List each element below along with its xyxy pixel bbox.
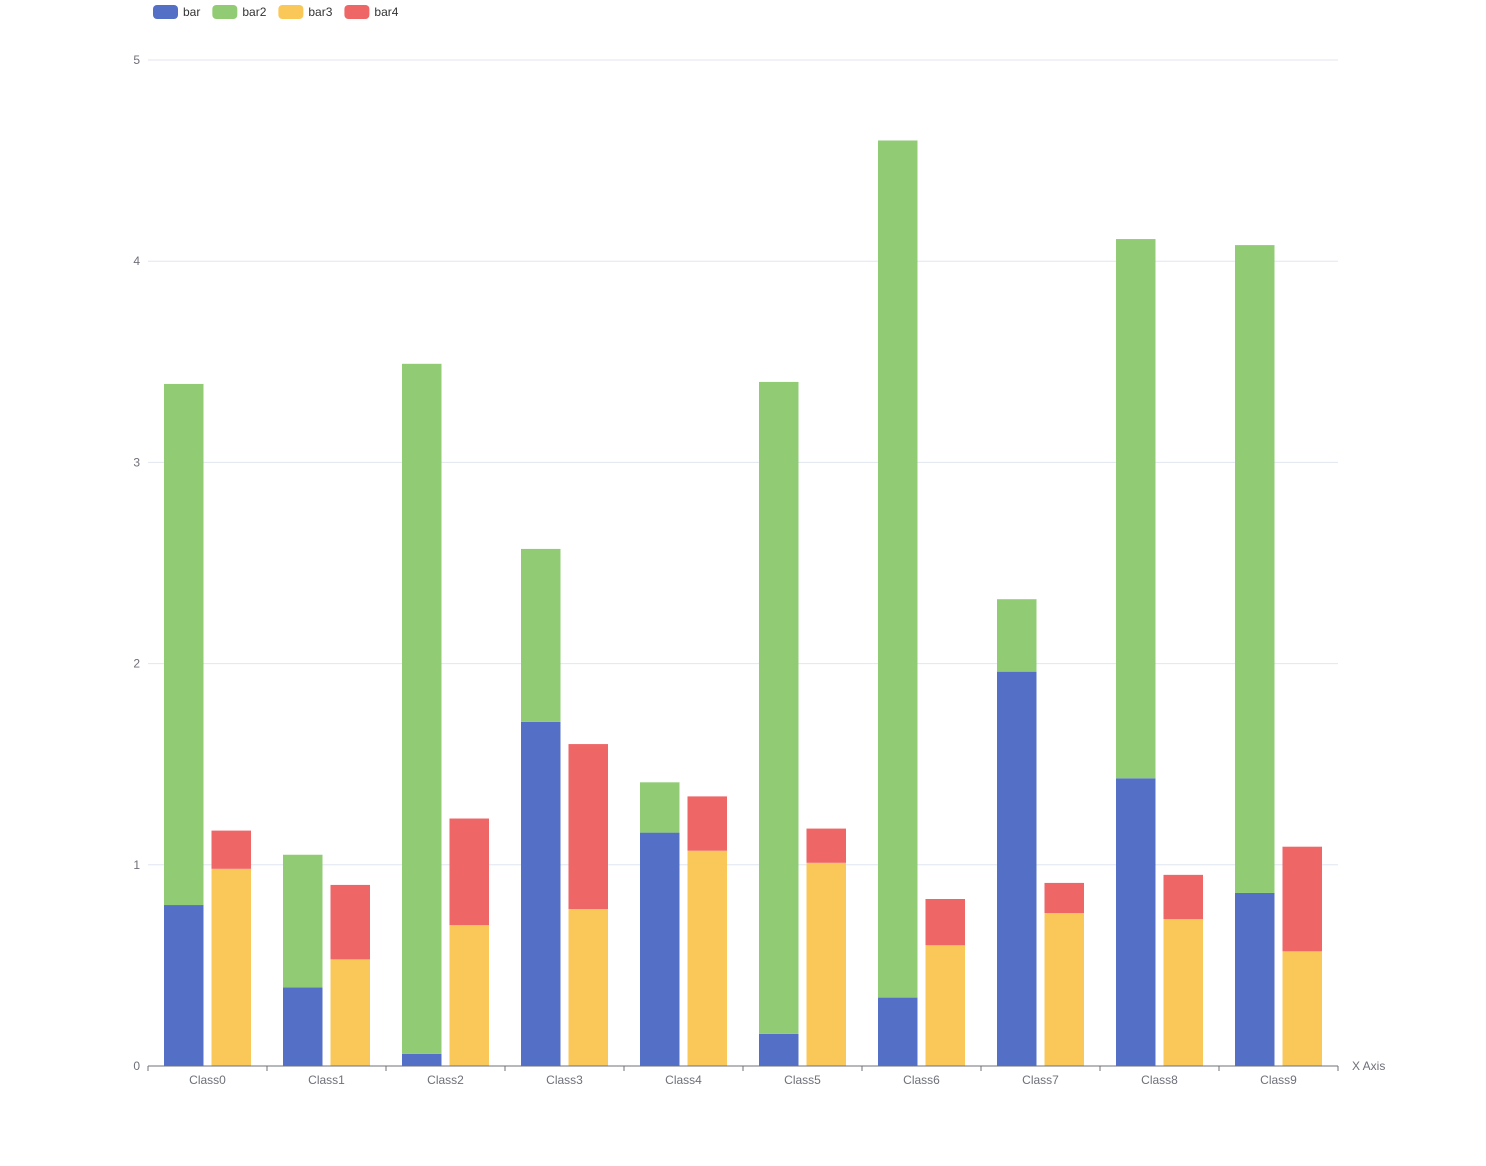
y-tick-label: 5	[133, 53, 140, 67]
bar-bar-class1[interactable]	[283, 987, 323, 1066]
x-tick-label: Class1	[308, 1073, 345, 1087]
x-tick-label: Class5	[784, 1073, 821, 1087]
bar-bar4-class3[interactable]	[568, 744, 609, 910]
x-tick-label: Class3	[546, 1073, 583, 1087]
legend-item-bar4[interactable]: bar4	[344, 5, 399, 19]
legend-label: bar	[183, 5, 200, 19]
bar-bar2-class0[interactable]	[164, 383, 204, 906]
y-tick-label: 2	[133, 657, 140, 671]
legend-item-bar3[interactable]: bar3	[278, 5, 333, 19]
bar-bar-class0[interactable]	[164, 905, 204, 1066]
bar-bar-class2[interactable]	[402, 1053, 442, 1066]
bar-bar2-class3[interactable]	[521, 548, 561, 722]
bar-bar3-class1[interactable]	[330, 959, 371, 1066]
bar-bar-class7[interactable]	[997, 671, 1037, 1066]
bar-bar3-class5[interactable]	[806, 862, 847, 1066]
legend-swatch	[278, 5, 304, 19]
y-tick-label: 4	[133, 254, 140, 268]
bar-bar4-class8[interactable]	[1163, 874, 1204, 920]
bar-bar3-class0[interactable]	[211, 868, 252, 1066]
y-tick-label: 3	[133, 455, 140, 469]
bar-bar2-class5[interactable]	[759, 381, 799, 1034]
bar-bar4-class4[interactable]	[687, 796, 728, 851]
bar-bar3-class3[interactable]	[568, 909, 609, 1066]
bar-bar3-class4[interactable]	[687, 850, 728, 1066]
bar-bar4-class6[interactable]	[925, 899, 966, 946]
bar-bar3-class9[interactable]	[1282, 951, 1323, 1066]
legend-label: bar3	[308, 5, 332, 19]
bar-bar2-class1[interactable]	[283, 854, 323, 988]
bar-bar-class6[interactable]	[878, 997, 918, 1066]
bar-bar4-class9[interactable]	[1282, 846, 1323, 952]
chart-legend[interactable]: bar bar2 bar3 bar4	[153, 5, 399, 19]
x-axis-title: X Axis	[1352, 1059, 1385, 1073]
bar-bar3-class2[interactable]	[449, 925, 490, 1066]
bar-bar4-class1[interactable]	[330, 884, 371, 960]
bar-bar-class5[interactable]	[759, 1033, 799, 1066]
grid-lines	[148, 59, 1338, 866]
bar-bar2-class8[interactable]	[1116, 239, 1156, 779]
bar-bar3-class8[interactable]	[1163, 919, 1204, 1066]
bar-bar2-class2[interactable]	[402, 363, 442, 1054]
legend-item-bar2[interactable]: bar2	[212, 5, 267, 19]
x-tick-label: Class6	[903, 1073, 940, 1087]
legend-swatch	[212, 5, 238, 19]
bar-bar2-class7[interactable]	[997, 599, 1037, 672]
bar-bar-class9[interactable]	[1235, 892, 1275, 1066]
bar-bar-class4[interactable]	[640, 832, 680, 1066]
bar-bar4-class0[interactable]	[211, 830, 252, 869]
x-tick-label: Class4	[665, 1073, 702, 1087]
legend-swatch	[344, 5, 370, 19]
y-tick-label: 1	[133, 858, 140, 872]
legend-label: bar4	[374, 5, 398, 19]
x-tick-label: Class8	[1141, 1073, 1178, 1087]
legend-label: bar2	[242, 5, 266, 19]
bar-bar2-class4[interactable]	[640, 782, 680, 833]
bar-bar3-class6[interactable]	[925, 945, 966, 1066]
x-axis: X Axis Class0 Class1 Class2 Class3 Class4 Cla…	[147, 1059, 1385, 1087]
bar-bar2-class9[interactable]	[1235, 245, 1275, 893]
bar-bar4-class7[interactable]	[1044, 882, 1085, 914]
y-tick-label: 0	[133, 1059, 140, 1073]
x-tick-label: Class7	[1022, 1073, 1059, 1087]
x-tick-label: Class2	[427, 1073, 464, 1087]
bar-bar4-class5[interactable]	[806, 828, 847, 863]
y-axis: 0 1 2 3 4 5	[133, 53, 140, 1073]
bar-bar2-class6[interactable]	[878, 140, 918, 998]
x-tick-label: Class0	[189, 1073, 226, 1087]
legend-swatch	[153, 5, 178, 19]
legend-item-bar[interactable]: bar	[153, 5, 200, 19]
bar-bar-class8[interactable]	[1116, 778, 1156, 1066]
bars	[164, 140, 1322, 1066]
bar-bar-class3[interactable]	[521, 721, 561, 1066]
bar-bar4-class2[interactable]	[449, 818, 490, 926]
x-tick-label: Class9	[1260, 1073, 1297, 1087]
bar-bar3-class7[interactable]	[1044, 913, 1085, 1066]
